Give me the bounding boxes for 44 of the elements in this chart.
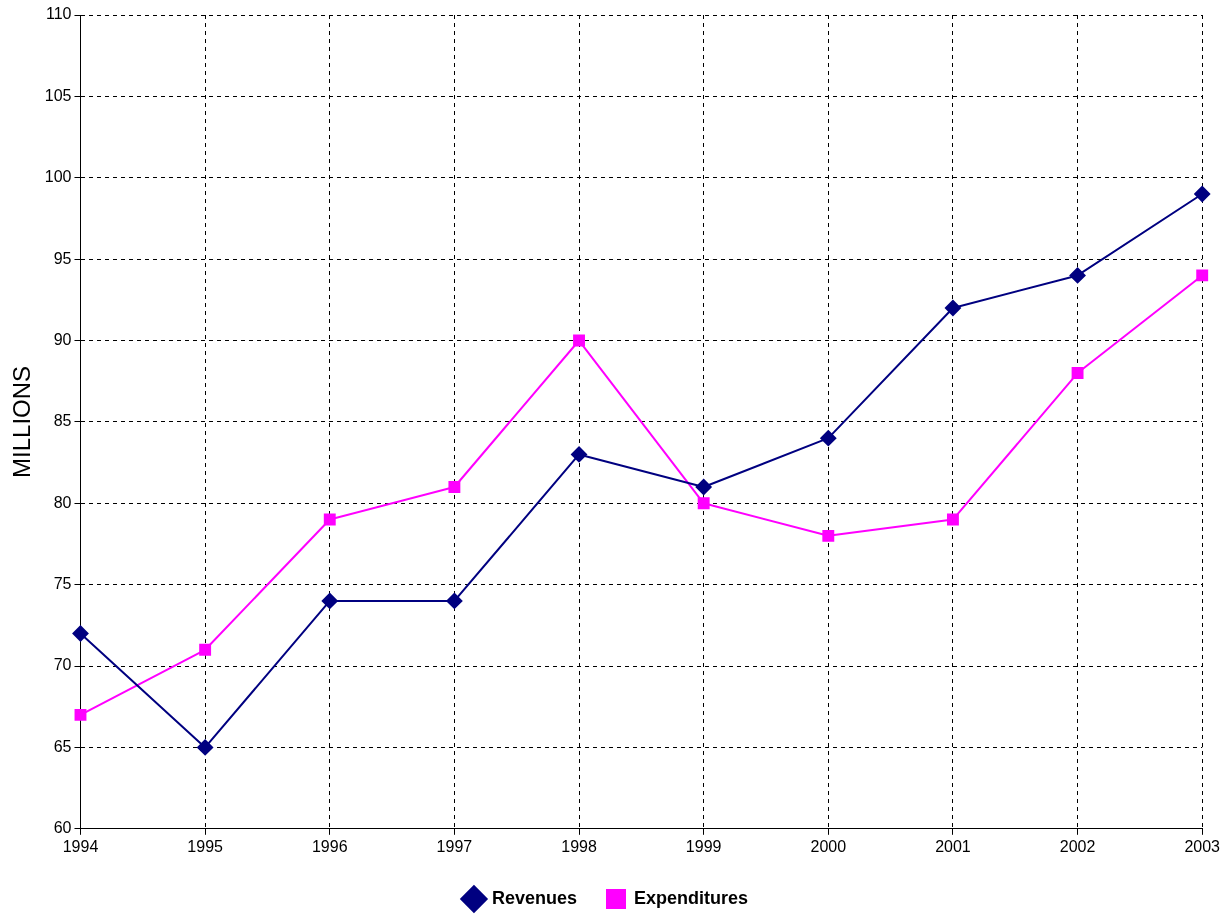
point xyxy=(1196,269,1209,282)
point xyxy=(448,481,461,493)
point xyxy=(573,334,585,347)
y-tick-label: 100 xyxy=(44,168,72,186)
x-tick-label: 1995 xyxy=(187,837,224,855)
point xyxy=(697,497,710,510)
point xyxy=(695,479,712,495)
point xyxy=(944,299,961,316)
y-tick-label: 105 xyxy=(44,86,72,104)
y-tick-label: 95 xyxy=(53,249,72,267)
y-tick-label: 65 xyxy=(53,737,72,755)
x-tick-label: 1997 xyxy=(436,837,473,855)
x-tick-label: 2002 xyxy=(1059,837,1096,855)
y-tick-label: 75 xyxy=(53,575,72,593)
legend-label: Expenditures xyxy=(634,887,749,908)
point xyxy=(446,592,463,609)
point xyxy=(197,739,214,756)
y-tick-label: 85 xyxy=(53,412,72,430)
y-tick-label: 90 xyxy=(53,330,72,348)
x-tick-label: 2003 xyxy=(1184,837,1221,855)
x-tick-label: 2001 xyxy=(935,837,971,855)
point xyxy=(199,643,212,656)
point xyxy=(72,625,89,642)
x-tick-label: 1998 xyxy=(561,837,597,855)
y-tick-label: 70 xyxy=(53,656,72,674)
legend-label: Revenues xyxy=(491,887,578,908)
point xyxy=(323,513,336,526)
point xyxy=(1194,186,1211,203)
point xyxy=(946,513,959,526)
point xyxy=(820,430,837,447)
x-tick-label: 2000 xyxy=(810,837,847,855)
y-tick-label: 80 xyxy=(53,493,72,511)
y-tick-label: 60 xyxy=(53,819,72,837)
x-tick-label: 1996 xyxy=(311,837,348,855)
point xyxy=(321,592,338,609)
x-tick-label: 1999 xyxy=(685,837,722,855)
x-tick-label: 1994 xyxy=(62,837,99,855)
y-tick-label: 110 xyxy=(45,5,72,23)
point xyxy=(571,446,588,463)
point xyxy=(74,708,87,721)
point xyxy=(822,529,835,542)
point xyxy=(1069,267,1086,284)
y-axis-title: MILLIONS xyxy=(8,365,36,478)
point xyxy=(1071,367,1084,380)
